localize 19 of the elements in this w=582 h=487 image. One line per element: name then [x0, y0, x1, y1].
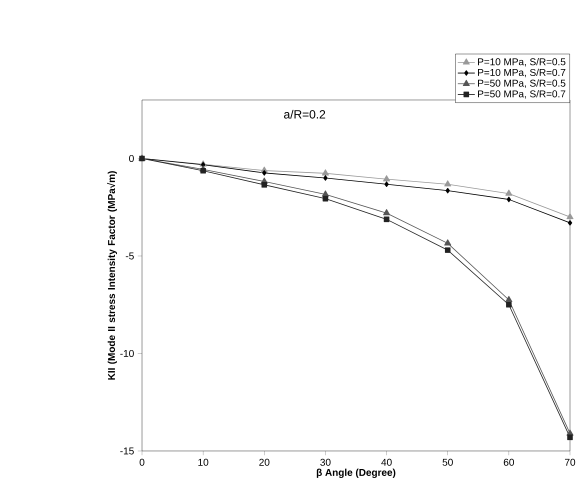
legend-label: P=50 MPa, S/R=0.5 — [478, 79, 566, 88]
y-axis-title: KII (Mode II stress Intensity Factor (MPa√m) — [107, 171, 117, 380]
x-tick-label: 40 — [381, 458, 392, 466]
x-tick-label: 0 — [140, 458, 144, 466]
text: a/R=0.2 — [284, 110, 326, 119]
y-tick-label: -15 — [120, 448, 134, 454]
x-tick-label: 70 — [564, 458, 576, 466]
y-tick-label: -5 — [126, 252, 134, 260]
x-axis-title: β Angle (Degree) — [316, 468, 396, 478]
x-tick-label: 10 — [198, 458, 208, 466]
legend-label: P=10 MPa, S/R=0.5 — [478, 58, 566, 66]
x-tick-label: 30 — [320, 458, 331, 466]
x-tick-label: 60 — [504, 458, 514, 466]
x-tick-label: 50 — [442, 458, 453, 466]
x-tick-label: 20 — [259, 458, 270, 466]
legend-label: P=10 MPa, S/R=0.7 — [478, 68, 566, 78]
y-tick-label: -10 — [120, 350, 134, 358]
y-tick-label: 0 — [129, 154, 134, 162]
legend-label: P=50 MPa, S/R=0.7 — [478, 90, 566, 99]
